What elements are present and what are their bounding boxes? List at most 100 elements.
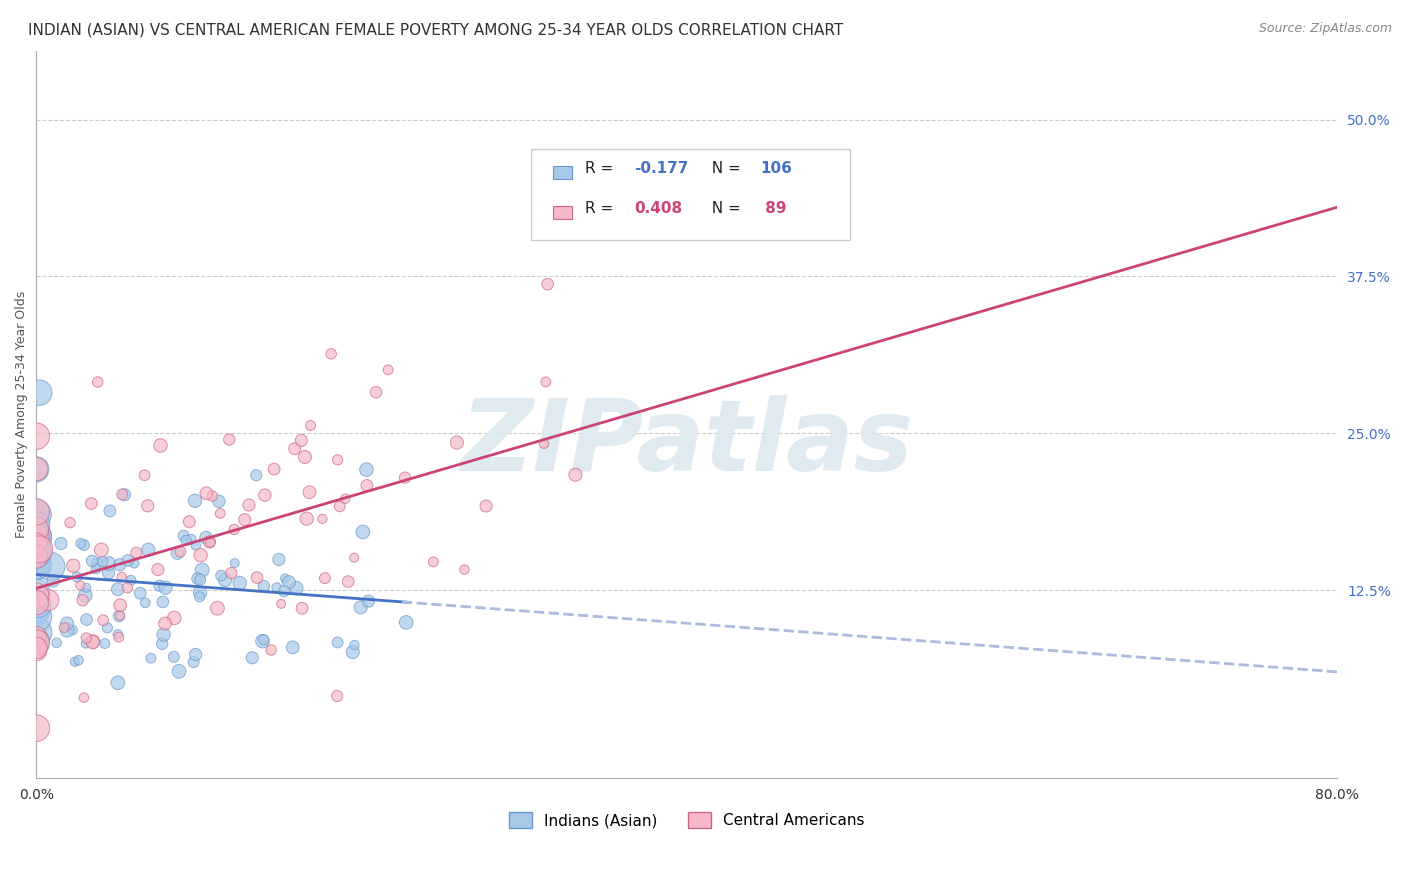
Point <box>107 627 129 641</box>
Point <box>266 581 288 595</box>
FancyBboxPatch shape <box>530 149 849 240</box>
Point <box>25 505 48 519</box>
Point <box>25 636 48 650</box>
Point <box>63 655 86 669</box>
Point <box>25 505 48 519</box>
Point <box>342 645 364 659</box>
Point <box>422 555 444 569</box>
Point <box>174 533 197 548</box>
Point <box>146 563 169 577</box>
Point <box>39 559 62 574</box>
Point <box>233 513 256 527</box>
Point <box>195 531 218 545</box>
Point <box>72 593 94 607</box>
Point <box>25 558 48 572</box>
Point <box>82 634 104 648</box>
Point <box>25 603 48 617</box>
Point <box>25 595 48 609</box>
Point <box>446 435 468 450</box>
Point <box>163 649 186 664</box>
Point <box>25 643 48 657</box>
Point <box>224 556 246 570</box>
Point <box>25 429 48 443</box>
Point <box>98 504 121 518</box>
Point <box>86 556 108 570</box>
Point <box>267 552 290 566</box>
Bar <box>553 206 572 219</box>
Point <box>238 498 260 512</box>
Point <box>91 613 114 627</box>
Text: -0.177: -0.177 <box>634 161 689 176</box>
Point <box>25 634 48 648</box>
Point <box>75 581 97 595</box>
Point <box>311 512 333 526</box>
Point <box>273 584 295 599</box>
Point <box>97 557 120 571</box>
Point <box>284 442 307 456</box>
Point <box>209 507 232 521</box>
Point <box>184 648 207 662</box>
Point <box>179 515 201 529</box>
Point <box>129 586 152 600</box>
Point <box>377 363 399 377</box>
Point <box>475 499 498 513</box>
Point <box>120 573 142 587</box>
Point <box>62 623 84 637</box>
Point <box>94 637 117 651</box>
Point <box>75 637 97 651</box>
Text: R =: R = <box>585 161 617 176</box>
Point <box>281 640 304 655</box>
Point <box>453 563 475 577</box>
Point <box>224 523 246 537</box>
Point <box>180 532 202 546</box>
Point <box>25 557 48 571</box>
Point <box>67 653 90 667</box>
Point <box>111 487 134 501</box>
Point <box>187 572 209 586</box>
Y-axis label: Female Poverty Among 25-34 Year Olds: Female Poverty Among 25-34 Year Olds <box>15 291 28 538</box>
Point <box>263 462 285 476</box>
Point <box>28 542 51 557</box>
Point <box>49 536 72 550</box>
Point <box>195 486 218 500</box>
Point <box>356 478 378 492</box>
Point <box>25 462 48 476</box>
Point <box>169 544 191 558</box>
Point <box>107 582 129 597</box>
Text: ZIPatlas: ZIPatlas <box>460 395 914 492</box>
Point <box>117 553 139 567</box>
Point <box>337 574 360 589</box>
Point <box>253 579 276 593</box>
Point <box>96 621 118 635</box>
Point <box>200 535 222 549</box>
Point <box>25 530 48 544</box>
Point <box>25 542 48 557</box>
Point <box>228 576 250 591</box>
Text: N =: N = <box>702 201 745 216</box>
Point <box>25 609 48 624</box>
Point <box>75 588 97 602</box>
Point <box>25 529 48 543</box>
Point <box>73 690 96 705</box>
Point <box>198 535 221 549</box>
Point <box>299 418 322 433</box>
Point <box>80 554 103 568</box>
Point <box>152 595 174 609</box>
Point <box>245 468 267 483</box>
Point <box>69 578 91 592</box>
Point <box>314 571 336 585</box>
Text: 89: 89 <box>761 201 787 216</box>
Point <box>97 566 120 580</box>
Point <box>90 543 112 558</box>
Point <box>335 491 357 506</box>
Point <box>252 634 274 648</box>
Point <box>153 616 176 631</box>
Point <box>25 558 48 573</box>
Point <box>25 529 48 543</box>
Legend: Indians (Asian), Central Americans: Indians (Asian), Central Americans <box>502 805 872 836</box>
Point <box>122 556 145 570</box>
Point <box>134 596 156 610</box>
Point <box>45 636 67 650</box>
Point <box>343 550 366 565</box>
Point <box>184 538 207 552</box>
